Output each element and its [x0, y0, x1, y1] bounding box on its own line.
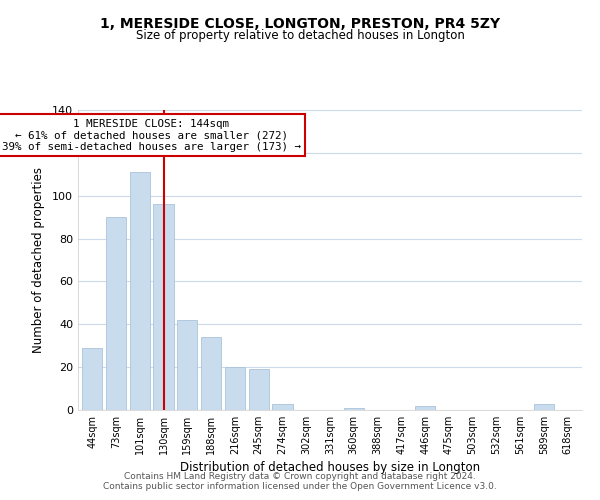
Bar: [272, 404, 293, 410]
Bar: [248, 370, 269, 410]
Text: Size of property relative to detached houses in Longton: Size of property relative to detached ho…: [136, 29, 464, 42]
Bar: [82, 348, 103, 410]
Bar: [201, 337, 221, 410]
Bar: [130, 172, 150, 410]
X-axis label: Distribution of detached houses by size in Longton: Distribution of detached houses by size …: [180, 461, 480, 474]
Text: Contains HM Land Registry data © Crown copyright and database right 2024.: Contains HM Land Registry data © Crown c…: [124, 472, 476, 481]
Bar: [344, 408, 364, 410]
Bar: [415, 406, 435, 410]
Bar: [225, 367, 245, 410]
Bar: [534, 404, 554, 410]
Bar: [106, 217, 126, 410]
Bar: [154, 204, 173, 410]
Bar: [177, 320, 197, 410]
Y-axis label: Number of detached properties: Number of detached properties: [32, 167, 45, 353]
Text: Contains public sector information licensed under the Open Government Licence v3: Contains public sector information licen…: [103, 482, 497, 491]
Text: 1, MERESIDE CLOSE, LONGTON, PRESTON, PR4 5ZY: 1, MERESIDE CLOSE, LONGTON, PRESTON, PR4…: [100, 18, 500, 32]
Text: 1 MERESIDE CLOSE: 144sqm
  ← 61% of detached houses are smaller (272)
  39% of s: 1 MERESIDE CLOSE: 144sqm ← 61% of detach…: [0, 118, 301, 152]
